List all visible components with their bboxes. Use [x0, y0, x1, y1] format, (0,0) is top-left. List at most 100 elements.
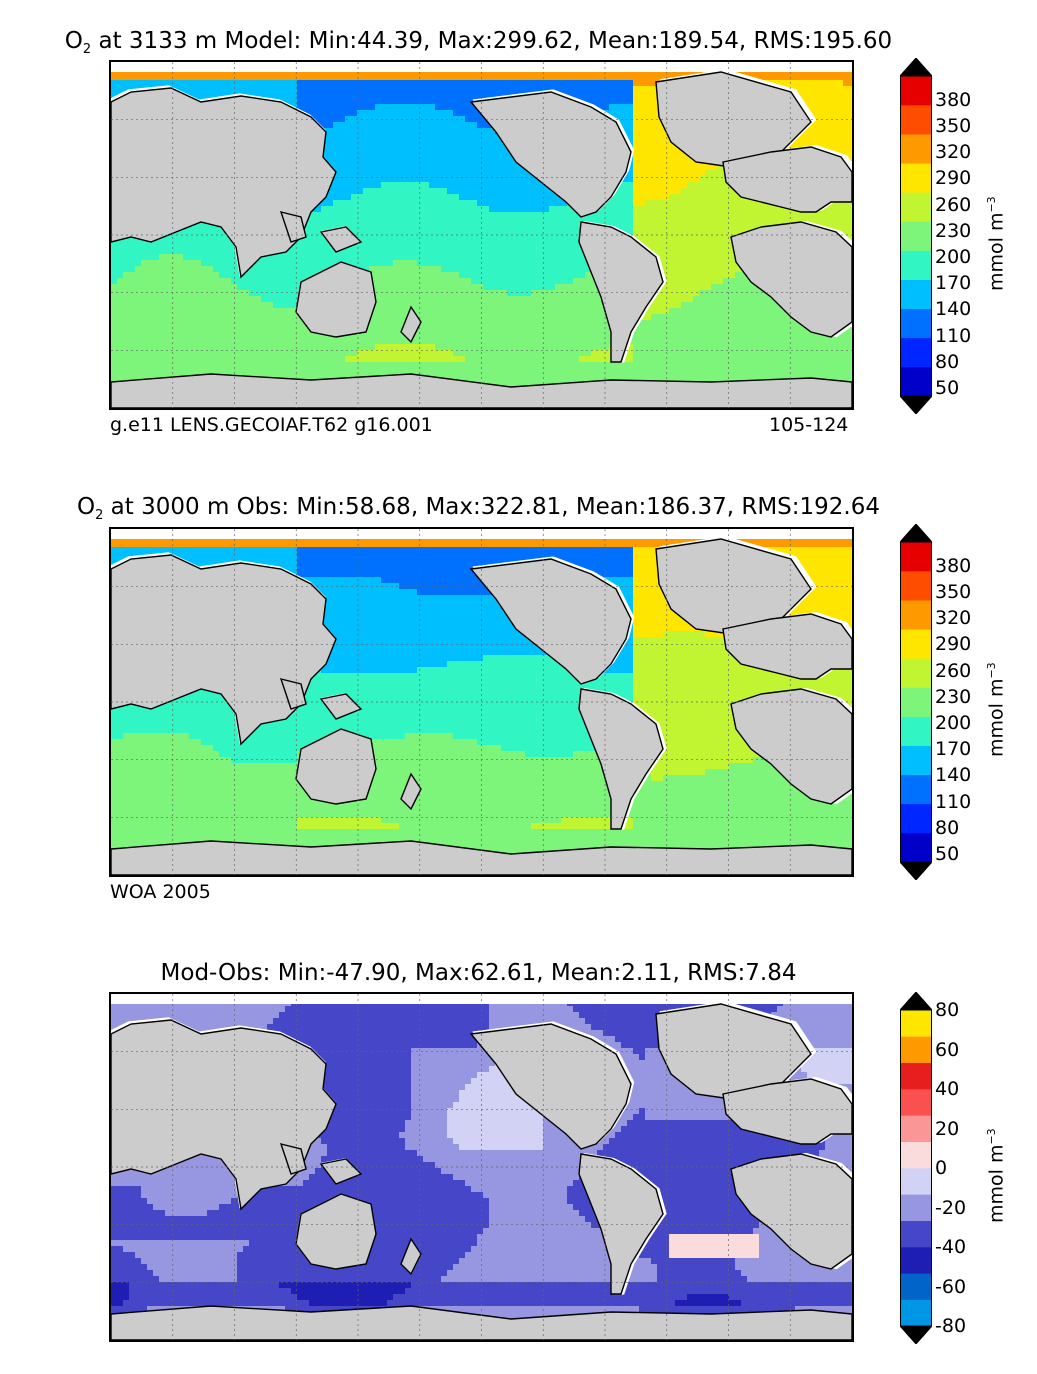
- field-cell: [369, 248, 376, 255]
- field-cell: [663, 224, 670, 231]
- field-cell: [693, 224, 700, 231]
- field-cell: [585, 218, 592, 225]
- field-cell: [477, 176, 484, 183]
- field-cell: [519, 194, 526, 201]
- field-cell: [225, 80, 232, 87]
- field-cell: [141, 290, 148, 297]
- field-cell: [375, 74, 382, 81]
- field-cell: [657, 158, 664, 165]
- field-cell: [519, 218, 526, 225]
- field-cell: [645, 152, 652, 159]
- field-cell: [393, 98, 400, 105]
- field-cell: [351, 224, 358, 231]
- field-cell: [651, 152, 658, 159]
- field-cell: [459, 80, 466, 87]
- field-cell: [345, 146, 352, 153]
- field-cell: [693, 248, 700, 255]
- field-cell: [555, 86, 562, 93]
- field-cell: [375, 92, 382, 99]
- field-cell: [411, 74, 418, 81]
- field-cell: [219, 290, 226, 297]
- field-cell: [555, 230, 562, 237]
- field-cell: [405, 224, 412, 231]
- field-cell: [273, 302, 280, 309]
- field-cell: [519, 278, 526, 285]
- field-cell: [621, 110, 628, 117]
- field-cell: [267, 260, 274, 267]
- field-cell: [351, 248, 358, 255]
- field-cell: [399, 254, 406, 261]
- field-cell: [447, 266, 454, 273]
- field-cell: [459, 116, 466, 123]
- field-cell: [507, 188, 514, 195]
- field-cell: [459, 176, 466, 183]
- field-cell: [369, 152, 376, 159]
- field-cell: [171, 80, 178, 87]
- field-cell: [555, 266, 562, 273]
- field-cell: [417, 188, 424, 195]
- field-cell: [447, 242, 454, 249]
- field-cell: [147, 296, 154, 303]
- field-cell: [633, 164, 640, 171]
- field-cell: [393, 176, 400, 183]
- field-cell: [339, 188, 346, 195]
- field-cell: [615, 92, 622, 99]
- field-cell: [729, 272, 736, 279]
- field-cell: [357, 80, 364, 87]
- field-cell: [837, 140, 844, 147]
- field-cell: [375, 122, 382, 129]
- field-cell: [129, 278, 136, 285]
- field-cell: [423, 272, 430, 279]
- field-cell: [831, 98, 838, 105]
- field-cell: [405, 236, 412, 243]
- field-cell: [417, 182, 424, 189]
- field-cell: [837, 134, 844, 141]
- field-cell: [153, 254, 160, 261]
- field-cell: [489, 146, 496, 153]
- field-cell: [519, 272, 526, 279]
- field-cell: [627, 74, 634, 81]
- field-cell: [747, 206, 754, 213]
- field-cell: [687, 230, 694, 237]
- field-cell: [273, 86, 280, 93]
- field-cell: [225, 260, 232, 267]
- field-cell: [333, 122, 340, 129]
- field-cell: [477, 80, 484, 87]
- field-cell: [141, 254, 148, 261]
- field-cell: [675, 230, 682, 237]
- field-cell: [441, 188, 448, 195]
- field-cell: [285, 92, 292, 99]
- field-cell: [159, 296, 166, 303]
- field-cell: [117, 296, 124, 303]
- field-cell: [669, 284, 676, 291]
- field-cell: [459, 86, 466, 93]
- field-cell: [543, 74, 550, 81]
- field-cell: [525, 254, 532, 261]
- field-cell: [669, 260, 676, 267]
- field-cell: [783, 206, 790, 213]
- field-cell: [345, 212, 352, 219]
- field-cell: [771, 212, 778, 219]
- field-cell: [273, 272, 280, 279]
- field-cell: [519, 212, 526, 219]
- field-cell: [303, 92, 310, 99]
- field-cell: [687, 212, 694, 219]
- field-cell: [819, 134, 826, 141]
- field-cell: [585, 92, 592, 99]
- field-cell: [657, 170, 664, 177]
- field-cell: [471, 86, 478, 93]
- field-cell: [297, 272, 304, 279]
- field-cell: [537, 266, 544, 273]
- field-cell: [663, 158, 670, 165]
- field-cell: [471, 248, 478, 255]
- field-cell: [429, 188, 436, 195]
- field-cell: [795, 218, 802, 225]
- field-cell: [357, 200, 364, 207]
- field-cell: [351, 92, 358, 99]
- field-cell: [357, 152, 364, 159]
- field-cell: [351, 164, 358, 171]
- field-cell: [399, 146, 406, 153]
- field-cell: [573, 230, 580, 237]
- field-cell: [507, 182, 514, 189]
- field-cell: [261, 284, 268, 291]
